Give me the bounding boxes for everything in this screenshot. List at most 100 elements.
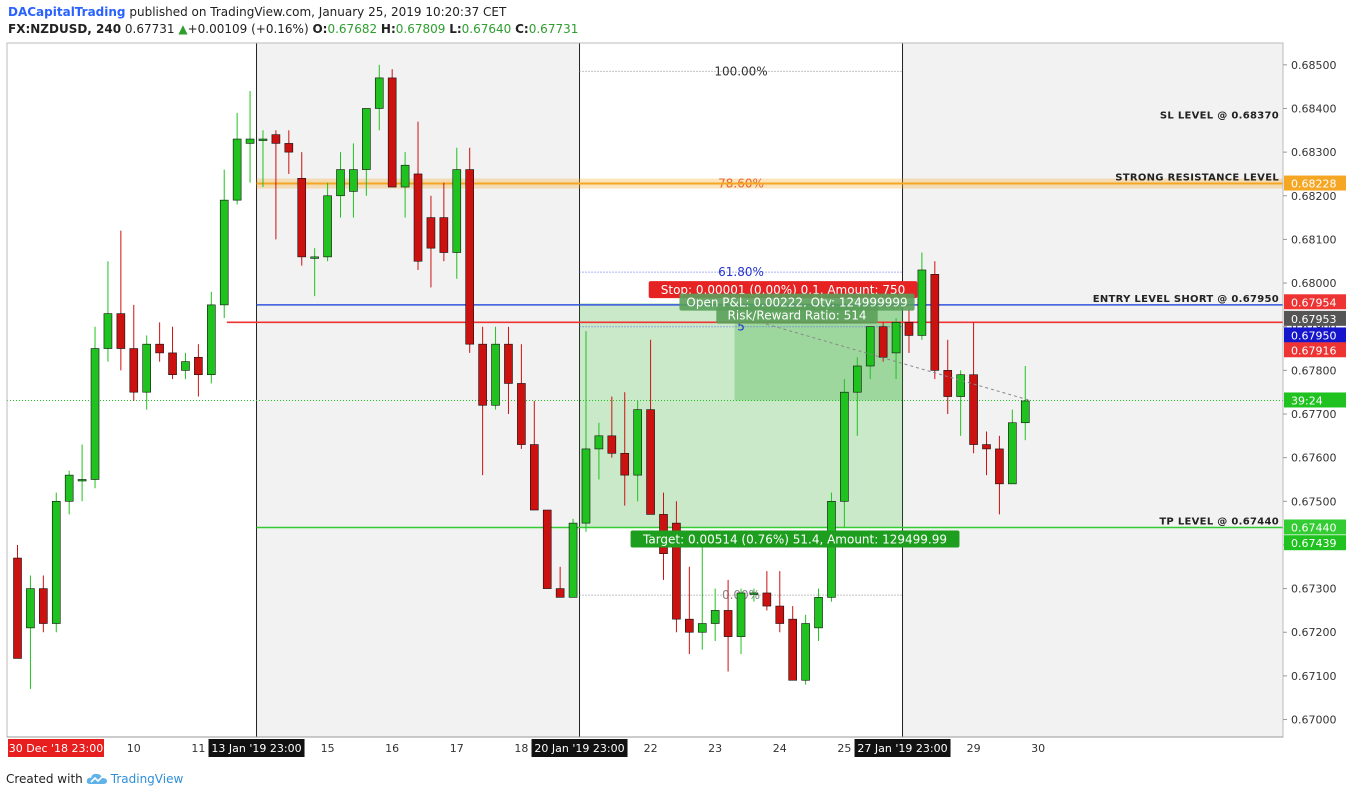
candle-body[interactable]	[504, 343, 513, 384]
fib-level-label: 100.00%	[714, 64, 767, 78]
candle-body[interactable]	[413, 173, 423, 262]
candle-body[interactable]	[219, 199, 229, 306]
candle-body[interactable]	[762, 592, 772, 607]
candle-body[interactable]	[646, 409, 655, 515]
candle-body[interactable]	[452, 169, 462, 253]
candle-body[interactable]	[775, 605, 785, 624]
candle-body[interactable]	[129, 348, 139, 393]
candle-body[interactable]	[788, 618, 798, 681]
candle-body[interactable]	[594, 435, 604, 450]
candle-body[interactable]	[400, 164, 410, 188]
level-name-label: TP LEVEL @ 0.67440	[1159, 516, 1279, 527]
candle-body[interactable]	[697, 623, 707, 633]
candle-body[interactable]	[310, 256, 319, 259]
candle-body[interactable]	[116, 313, 126, 349]
symbol-info: FX:NZDUSD, 240 0.67731 ▲+0.00109 (+0.16%…	[8, 22, 578, 36]
candle-body[interactable]	[439, 217, 449, 253]
candle-body[interactable]	[336, 169, 345, 197]
candle-body[interactable]	[77, 479, 87, 482]
low-value: 0.67640	[461, 22, 512, 36]
target-zone	[579, 303, 903, 528]
candle-body[interactable]	[39, 588, 48, 624]
candle-body[interactable]	[258, 138, 268, 141]
candle-body[interactable]	[710, 610, 720, 624]
candle-body[interactable]	[478, 343, 487, 406]
candle-body[interactable]	[969, 374, 978, 445]
tradingview-logo-text[interactable]: TradingView	[110, 772, 184, 786]
candle-body[interactable]	[465, 169, 475, 345]
high-label: H:	[380, 22, 396, 36]
fib-level-label: 5	[737, 320, 745, 334]
candle-body[interactable]	[491, 343, 500, 406]
candle-body[interactable]	[581, 448, 591, 524]
candle-body[interactable]	[1008, 422, 1017, 485]
x-axis-session-tag: 30 Dec '18 23:00	[9, 742, 104, 755]
candle-body[interactable]	[207, 304, 216, 376]
candle-body[interactable]	[26, 588, 35, 629]
candle-body[interactable]	[142, 343, 151, 393]
candle-body[interactable]	[995, 448, 1004, 485]
candle-body[interactable]	[891, 322, 901, 354]
candle-body[interactable]	[917, 269, 927, 336]
candle-body[interactable]	[736, 592, 746, 637]
candle-body[interactable]	[749, 592, 759, 595]
candle-body[interactable]	[633, 409, 642, 476]
candle-body[interactable]	[517, 383, 526, 445]
candle-body[interactable]	[271, 134, 281, 144]
candle-body[interactable]	[865, 326, 875, 367]
y-axis-tick-label: 0.68400	[1291, 102, 1337, 115]
resistance-price-tag: 0.68228	[1291, 178, 1337, 191]
entry-level-price-tag: 0.67950	[1291, 329, 1337, 342]
candle-body[interactable]	[555, 588, 565, 598]
y-axis-tick-label: 0.67100	[1291, 670, 1337, 683]
candle-body[interactable]	[155, 343, 164, 354]
candle-body[interactable]	[323, 195, 332, 258]
candle-body[interactable]	[607, 435, 617, 454]
candle-body[interactable]	[13, 557, 22, 659]
x-axis-tick-label: 30	[1031, 742, 1045, 755]
candle-body[interactable]	[362, 108, 371, 170]
candle-body[interactable]	[90, 348, 100, 480]
candle-body[interactable]	[672, 522, 681, 620]
candle-body[interactable]	[103, 313, 113, 349]
candle-body[interactable]	[387, 77, 397, 188]
candle-body[interactable]	[840, 391, 849, 502]
candle-body[interactable]	[232, 138, 242, 201]
candle-body[interactable]	[930, 274, 940, 371]
candle-body[interactable]	[374, 77, 384, 109]
candle-body[interactable]	[542, 509, 552, 589]
open-pnl-label-box	[679, 293, 915, 311]
low-label: L:	[449, 22, 462, 36]
candle-body[interactable]	[1020, 400, 1030, 424]
candle-body[interactable]	[51, 501, 61, 624]
candle-body[interactable]	[852, 365, 862, 393]
candle-body[interactable]	[827, 501, 836, 598]
open-value: 0.67682	[327, 22, 378, 36]
entry-price-tag-bg	[1284, 310, 1346, 326]
candle-body[interactable]	[878, 326, 888, 358]
candle-body[interactable]	[982, 444, 991, 450]
target-label: Target: 0.00514 (0.76%) 51.4, Amount: 12…	[642, 532, 947, 546]
candle-body[interactable]	[723, 610, 733, 637]
candle-body[interactable]	[904, 322, 914, 336]
candle-body[interactable]	[943, 370, 953, 397]
candle-body[interactable]	[168, 352, 177, 376]
candle-body[interactable]	[529, 444, 539, 511]
candle-body[interactable]	[64, 474, 74, 502]
candle-body[interactable]	[426, 217, 436, 249]
candle-body[interactable]	[814, 597, 823, 629]
candle-body[interactable]	[568, 522, 578, 598]
candle-body[interactable]	[349, 169, 358, 192]
y-axis-tick-label: 0.67300	[1291, 583, 1337, 596]
candle-body[interactable]	[284, 143, 294, 153]
candle-body[interactable]	[194, 356, 203, 376]
candle-body[interactable]	[297, 178, 307, 258]
candle-body[interactable]	[801, 623, 810, 681]
candle-body[interactable]	[956, 374, 965, 397]
author-name[interactable]: DACapitalTrading	[8, 5, 126, 19]
candle-body[interactable]	[620, 452, 630, 476]
candle-body[interactable]	[685, 618, 694, 633]
candle-body[interactable]	[245, 138, 255, 144]
candle-body[interactable]	[181, 361, 190, 371]
